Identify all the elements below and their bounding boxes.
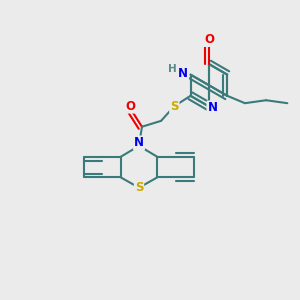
Text: S: S — [170, 100, 178, 112]
Text: N: N — [178, 67, 188, 80]
Text: O: O — [125, 100, 135, 112]
Text: N: N — [134, 136, 144, 149]
Text: H: H — [168, 64, 177, 74]
Text: S: S — [135, 181, 143, 194]
Text: O: O — [204, 33, 214, 46]
Text: N: N — [207, 101, 218, 114]
